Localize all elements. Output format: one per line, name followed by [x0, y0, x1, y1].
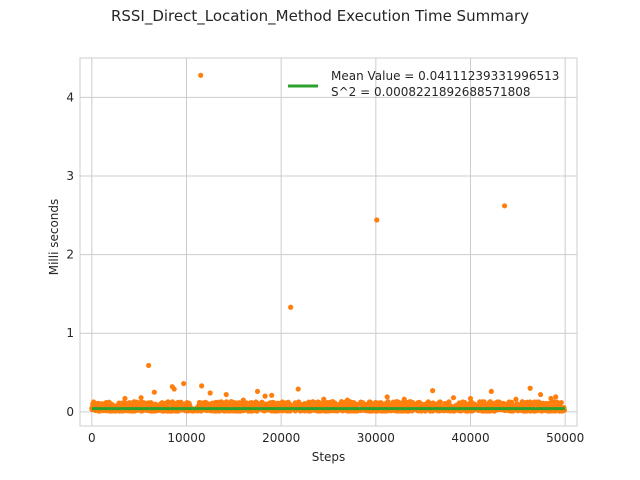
scatter-point-outlier: [146, 362, 152, 369]
scatter-point-outlier: [199, 383, 205, 389]
scatter-point: [519, 399, 525, 405]
scatter-point-outlier: [527, 385, 533, 391]
scatter-point: [116, 400, 122, 406]
chart-title: RSSI_Direct_Location_Method Execution Ti…: [110, 7, 530, 25]
scatter-point: [162, 400, 168, 407]
scatter-point: [106, 400, 113, 406]
scatter-point-outlier: [553, 394, 559, 400]
scatter-point: [305, 401, 311, 407]
scatter-point: [150, 402, 156, 408]
scatter-point: [235, 403, 241, 409]
y-tick-label: 1: [66, 326, 74, 340]
scatter-point-outlier: [207, 390, 213, 396]
scatter-point: [129, 402, 135, 408]
x-tick-label: 50000: [546, 431, 584, 445]
scatter-point: [255, 402, 261, 409]
scatter-point: [514, 401, 520, 407]
scatter-point-outlier: [198, 72, 204, 78]
scatter-point: [339, 401, 345, 407]
scatter-point: [155, 403, 161, 409]
scatter-point-outlier: [288, 304, 294, 310]
x-tick-label: 20000: [262, 431, 300, 445]
scatter-point: [554, 399, 560, 405]
scatter-point-outlier: [171, 386, 177, 392]
scatter-point-outlier: [374, 217, 380, 223]
scatter-point: [478, 400, 484, 406]
scatter-point: [326, 402, 332, 408]
scatter-point-outlier: [138, 395, 144, 401]
scatter-point: [506, 399, 512, 405]
scatter-point: [292, 401, 299, 407]
scatter-point: [361, 402, 367, 408]
scatter-point-outlier: [430, 388, 436, 394]
scatter-point: [133, 399, 139, 406]
scatter-point: [358, 399, 364, 405]
scatter-point-outlier: [240, 397, 246, 403]
scatter-point-outlier: [181, 380, 187, 387]
x-tick-label: 10000: [167, 431, 205, 445]
x-tick-label: 0: [88, 431, 96, 445]
scatter-point-outlier: [548, 395, 554, 402]
scatter-point-outlier: [344, 397, 351, 403]
scatter-point-outlier: [384, 394, 390, 400]
scatter-point: [143, 401, 149, 407]
scatter-point: [227, 401, 234, 407]
scatter-point: [122, 400, 128, 406]
scatter-point: [181, 401, 188, 407]
scatter-point-outlier: [501, 203, 508, 209]
y-tick-label: 2: [66, 248, 74, 262]
x-tick-label: 40000: [451, 431, 489, 445]
scatter-point: [425, 399, 431, 405]
scatter-point: [223, 399, 230, 405]
plot-frame: [79, 57, 578, 427]
scatter-point: [410, 403, 416, 409]
scatter-point-outlier: [223, 391, 229, 398]
scatter-point-outlier: [262, 393, 268, 399]
legend-mean-label: Mean Value = 0.04111239331996513: [331, 69, 559, 83]
scatter-point: [196, 402, 202, 408]
scatter-point-outlier: [254, 388, 261, 395]
scatter-point-outlier: [513, 396, 519, 402]
scatter-point: [375, 400, 381, 406]
scatter-point-outlier: [151, 389, 157, 395]
y-tick-label: 4: [66, 90, 74, 104]
x-axis-label: Steps: [311, 450, 346, 464]
scatter-point: [285, 399, 291, 405]
scatter-point-outlier: [467, 395, 474, 402]
scatter-point: [391, 400, 397, 406]
y-tick-label: 0: [66, 405, 74, 419]
scatter-point: [187, 402, 193, 409]
scatter-point-outlier: [295, 386, 301, 392]
scatter-point-outlier: [537, 391, 544, 398]
x-tick-label: 30000: [357, 431, 395, 445]
scatter-point: [330, 399, 336, 405]
scatter-point: [247, 400, 253, 406]
scatter-point-outlier: [269, 392, 275, 398]
scatter-point-outlier: [488, 388, 494, 395]
legend-variance-label: S^2 = 0.0008221892688571808: [331, 85, 531, 99]
scatter-point: [209, 400, 215, 406]
scatter-point: [527, 399, 533, 405]
y-tick-label: 3: [66, 169, 74, 183]
scatter-point: [205, 401, 211, 407]
scatter-point-outlier: [450, 395, 457, 401]
scatter-point: [300, 401, 306, 407]
scatter-point-outlier: [321, 396, 327, 402]
scatter-point: [266, 400, 272, 407]
scatter-point-outlier: [122, 395, 128, 402]
scatter-point: [259, 399, 265, 406]
scatter-point: [550, 400, 556, 406]
scatter-point: [432, 402, 439, 408]
scatter-point: [494, 399, 500, 405]
scatter-point-outlier: [401, 396, 407, 402]
